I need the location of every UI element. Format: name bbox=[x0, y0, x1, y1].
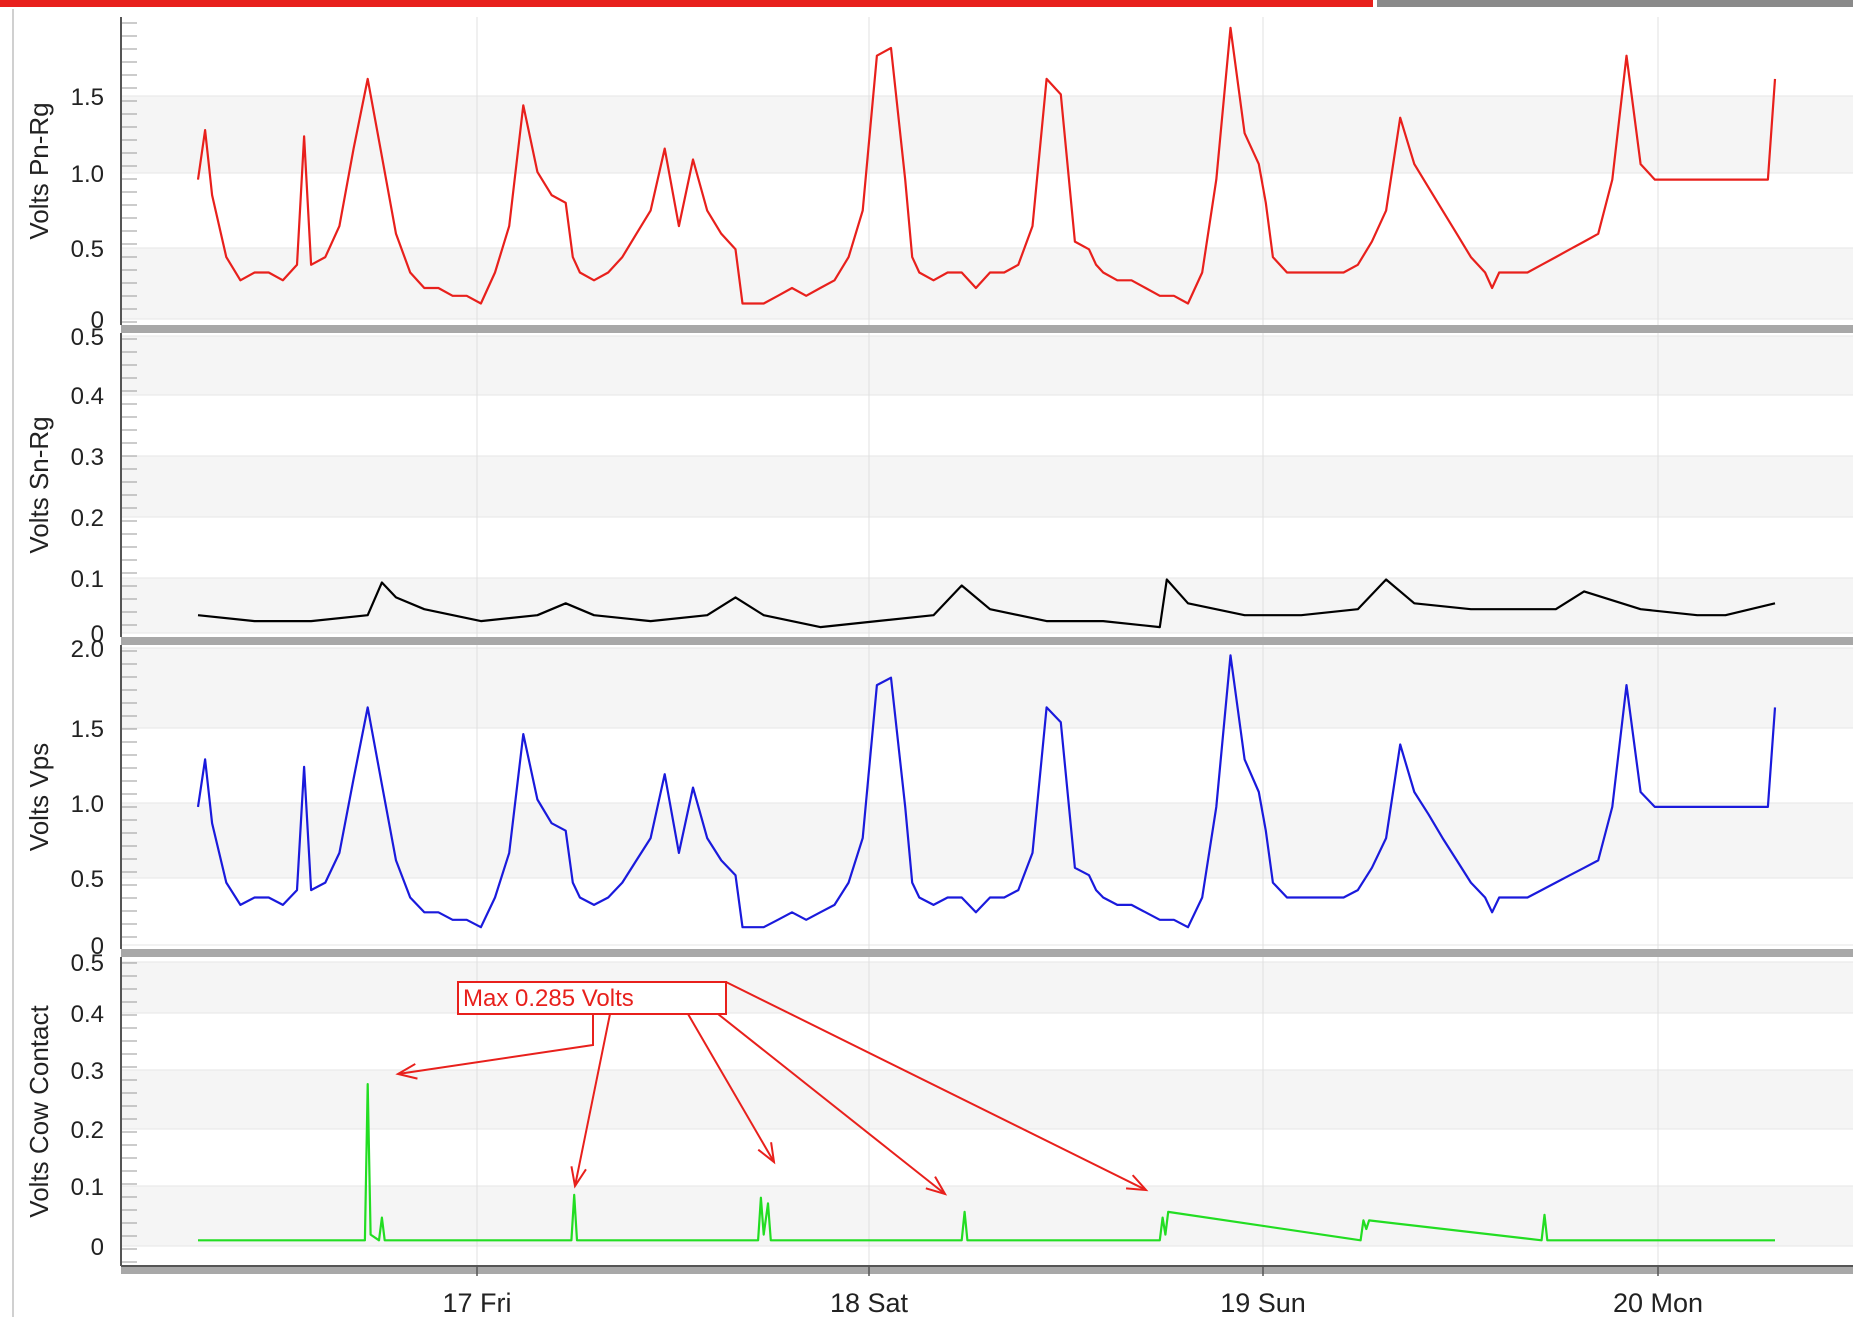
y-tick-label: 0.1 bbox=[71, 566, 104, 593]
annotation-text: Max 0.285 Volts bbox=[463, 985, 634, 1012]
panel-separator bbox=[121, 325, 1853, 333]
y-axis-title: Volts Vps bbox=[24, 743, 54, 851]
arrow-head bbox=[570, 1166, 587, 1189]
y-tick-label: 0.3 bbox=[71, 1058, 104, 1085]
y-axis-title: Volts Cow Contact bbox=[24, 1005, 54, 1218]
panel-band bbox=[121, 248, 1853, 319]
y-axis-title: Volts Pn-Rg bbox=[24, 102, 54, 239]
y-axis-title: Volts Sn-Rg bbox=[24, 416, 54, 553]
annotation-arrow bbox=[717, 1013, 946, 1195]
annotation-group: Max 0.285 Volts bbox=[395, 981, 1149, 1196]
y-tick-label: 0.3 bbox=[71, 444, 104, 471]
annotation-box bbox=[457, 981, 727, 1015]
panel-band bbox=[121, 96, 1853, 173]
panel-backgrounds bbox=[121, 96, 1853, 1246]
y-tick-label: 2.0 bbox=[71, 636, 104, 663]
y-tick-label: 0.5 bbox=[71, 324, 104, 351]
y-tick-label: 0.4 bbox=[71, 1001, 104, 1028]
y-tick-label: 1.5 bbox=[71, 84, 104, 111]
y-tick-label: 1.0 bbox=[71, 791, 104, 818]
title-bar-accent bbox=[0, 0, 1373, 7]
series-line bbox=[197, 578, 1776, 629]
series-lines bbox=[196, 26, 1777, 1242]
y-tick-label: 0.1 bbox=[71, 1174, 104, 1201]
x-tick-label: 18 Sat bbox=[830, 1288, 909, 1317]
arrow-head bbox=[395, 1063, 418, 1080]
y-tick-label: 0.5 bbox=[71, 236, 104, 263]
y-tick-label: 0.5 bbox=[71, 866, 104, 893]
x-tick-label: 17 Fri bbox=[442, 1288, 511, 1317]
panel-band bbox=[121, 1186, 1853, 1246]
y-tick-label: 1.5 bbox=[71, 716, 104, 743]
y-tick-label: 0 bbox=[91, 1234, 104, 1261]
y-tick-label: 0 bbox=[91, 933, 104, 960]
arrow-head bbox=[1125, 1174, 1149, 1192]
series-line bbox=[198, 1083, 1775, 1242]
panel-separator bbox=[121, 1266, 1853, 1274]
annotation-arrow bbox=[397, 1014, 594, 1075]
y-tick-label: 0.4 bbox=[71, 383, 104, 410]
series-line bbox=[196, 26, 1777, 305]
arrow-head bbox=[925, 1176, 948, 1196]
y-tick-label: 0.2 bbox=[71, 505, 104, 532]
y-tick-label: 0.5 bbox=[71, 950, 104, 977]
panel-band bbox=[121, 456, 1853, 517]
panel-band bbox=[121, 962, 1853, 1013]
x-tick-label: 19 Sun bbox=[1220, 1288, 1306, 1317]
axes bbox=[120, 17, 1853, 1276]
y-tick-label: 0 bbox=[91, 621, 104, 648]
y-tick-label: 0 bbox=[91, 307, 104, 334]
panel-band bbox=[121, 336, 1853, 395]
annotation-arrow bbox=[574, 1013, 611, 1187]
panel-band bbox=[121, 1070, 1853, 1129]
panel-separator bbox=[121, 637, 1853, 645]
panel-band bbox=[121, 803, 1853, 878]
panel-band bbox=[121, 648, 1853, 728]
y-tick-label: 1.0 bbox=[71, 161, 104, 188]
arrow-head bbox=[757, 1142, 776, 1165]
annotation-arrow bbox=[725, 981, 1147, 1191]
y-tick-label: 0.2 bbox=[71, 1117, 104, 1144]
panel-separator bbox=[121, 949, 1853, 957]
x-tick-label: 20 Mon bbox=[1613, 1288, 1703, 1317]
annotation-arrow bbox=[687, 1013, 775, 1163]
series-line bbox=[196, 654, 1777, 929]
title-bar-gray bbox=[1377, 0, 1853, 7]
